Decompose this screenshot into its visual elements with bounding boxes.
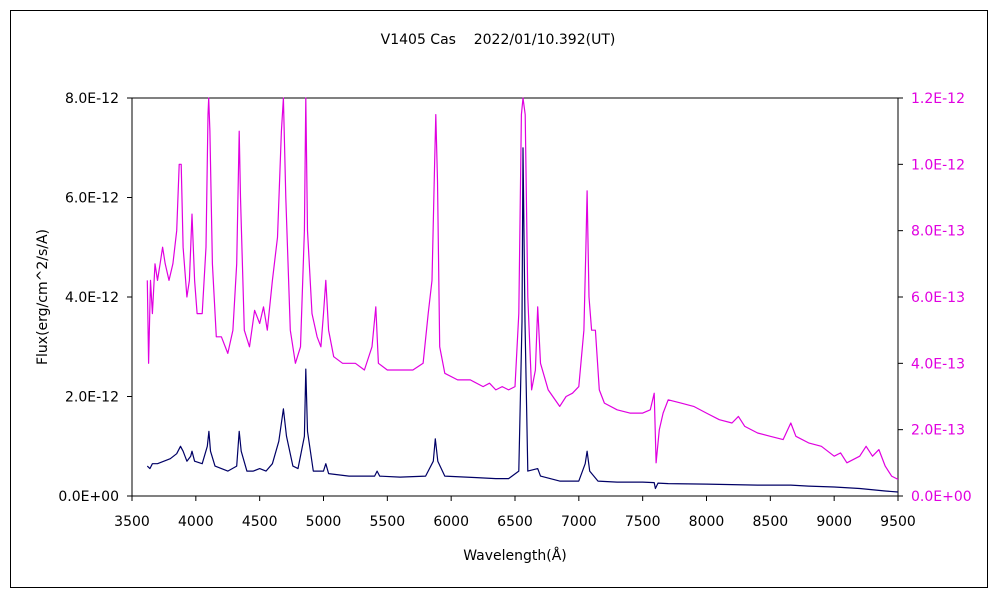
x-tick-label: 9500 <box>880 514 916 530</box>
x-tick-label: 8500 <box>753 514 789 530</box>
chart-title: V1405 Cas 2022/01/10.392(UT) <box>381 32 616 48</box>
right-tick-label: 1.2E-12 <box>911 91 965 107</box>
left-tick-label: 6.0E-12 <box>65 191 119 207</box>
right-tick-label: 1.0E-12 <box>911 157 965 173</box>
x-axis-label: Wavelength(Å) <box>463 547 567 564</box>
series-line-left-axis <box>146 147 899 493</box>
x-tick-label: 6500 <box>497 514 533 530</box>
left-tick-label: 8.0E-12 <box>65 91 119 107</box>
x-tick-label: 9000 <box>816 514 852 530</box>
chart-frame <box>10 10 988 588</box>
series-layer <box>146 97 899 493</box>
left-tick-label: 4.0E-12 <box>65 290 119 306</box>
x-tick-label: 5500 <box>370 514 406 530</box>
left-tick-label: 0.0E+00 <box>58 489 119 505</box>
x-tick-label: 7500 <box>625 514 661 530</box>
y-axis-label-left: Flux(erg/cm^2/s/A) <box>35 229 51 365</box>
x-tick-label: 5000 <box>306 514 342 530</box>
right-y-ticks: 0.0E+00 2.0E-13 4.0E-13 6.0E-13 8.0E-13 1.0E-… <box>898 91 972 505</box>
series-line-right-axis <box>146 97 899 480</box>
x-tick-label: 4500 <box>242 514 278 530</box>
x-tick-label: 3500 <box>114 514 150 530</box>
x-tick-label: 8000 <box>689 514 725 530</box>
right-tick-label: 6.0E-13 <box>911 290 965 306</box>
x-tick-label: 6000 <box>433 514 469 530</box>
right-tick-label: 8.0E-13 <box>911 224 965 240</box>
x-tick-label: 4000 <box>178 514 214 530</box>
right-tick-label: 4.0E-13 <box>911 356 965 372</box>
x-ticks: 3500 4000 4500 5000 5500 6000 6500 7000 7500 8000… <box>114 496 916 530</box>
right-tick-label: 0.0E+00 <box>911 489 972 505</box>
right-tick-label: 2.0E-13 <box>911 423 965 439</box>
left-y-ticks: 0.0E+00 2.0E-12 4.0E-12 6.0E-12 8.0E-12 <box>58 91 132 505</box>
plot-area <box>131 97 899 497</box>
left-tick-label: 2.0E-12 <box>65 390 119 406</box>
x-tick-label: 7000 <box>561 514 597 530</box>
